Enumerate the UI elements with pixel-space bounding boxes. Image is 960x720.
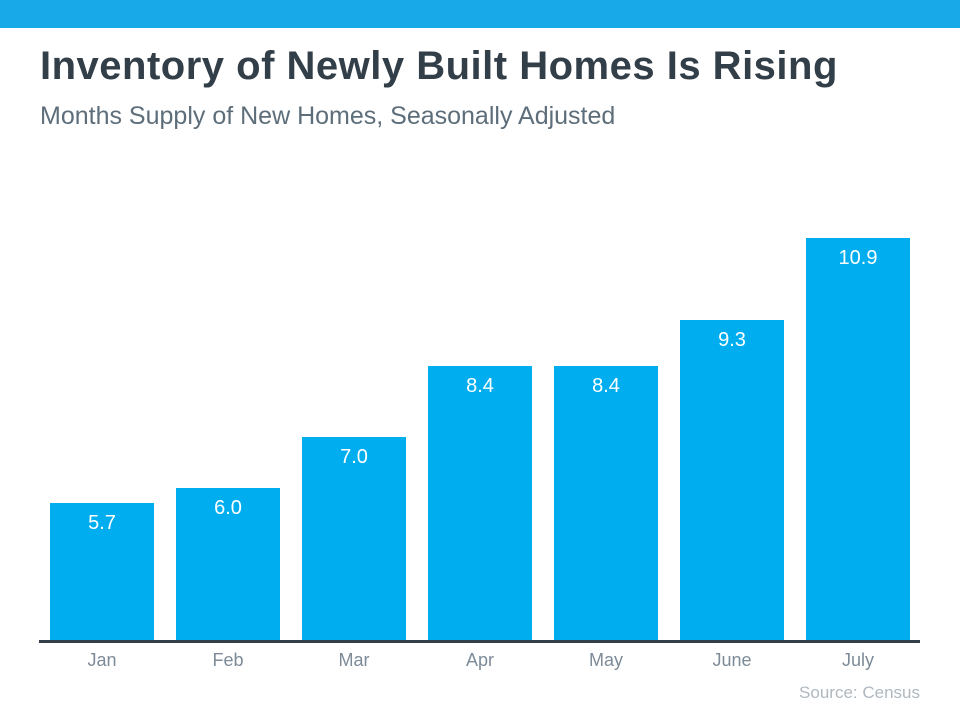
bar-value-label: 8.4 <box>466 375 494 397</box>
bar-may: 8.4 <box>554 366 658 641</box>
bar-value-label: 6.0 <box>214 497 242 519</box>
bar-jan: 5.7 <box>50 503 154 641</box>
bar-mar: 7.0 <box>302 437 406 641</box>
source-note: Source: Census <box>799 683 920 702</box>
bar-value-label: 9.3 <box>718 329 746 351</box>
x-axis-label-june: June <box>712 650 752 670</box>
page-title: Inventory of Newly Built Homes Is Rising <box>40 44 838 88</box>
bar-june: 9.3 <box>680 320 784 641</box>
bar-feb: 6.0 <box>176 488 280 641</box>
bar-value-label: 5.7 <box>88 512 116 534</box>
bars-container: 5.7 6.0 7.0 8.4 8.4 9.3 10.9 <box>50 238 910 641</box>
bar-value-label: 7.0 <box>340 446 368 468</box>
bar-value-label: 8.4 <box>592 375 620 397</box>
brand-accent-bar <box>0 0 960 28</box>
bar-apr: 8.4 <box>428 366 532 641</box>
x-axis-label-jan: Jan <box>87 650 117 670</box>
x-axis-labels: Jan Feb Mar Apr May June July <box>50 651 910 669</box>
x-axis-label-july: July <box>841 650 874 670</box>
page-subtitle: Months Supply of New Homes, Seasonally A… <box>40 102 616 130</box>
bar-july: 10.9 <box>806 238 910 641</box>
bar-value-label: 10.9 <box>838 247 878 269</box>
x-axis-line <box>39 640 920 643</box>
x-axis-label-apr: Apr <box>465 650 494 670</box>
x-axis-label-mar: Mar <box>338 650 370 670</box>
x-axis-label-feb: Feb <box>212 650 244 670</box>
x-axis-label-may: May <box>588 650 623 670</box>
